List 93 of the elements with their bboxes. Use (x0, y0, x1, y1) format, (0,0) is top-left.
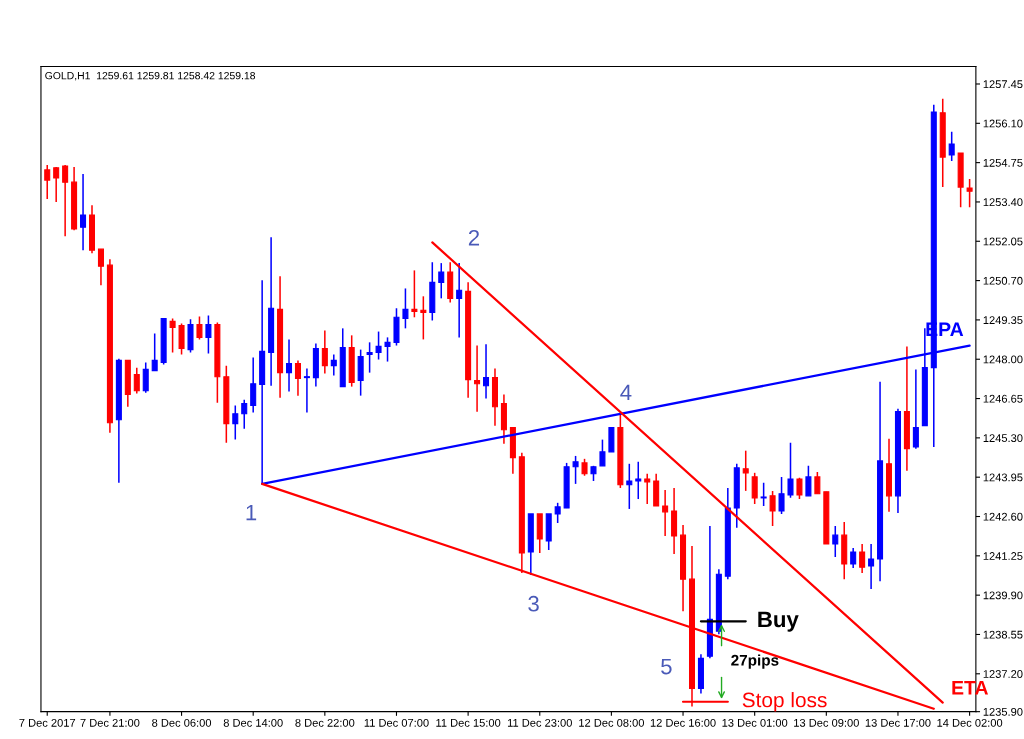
candlestick (805, 465, 812, 497)
x-tick-label: 8 Dec 14:00 (223, 718, 283, 727)
candlestick (626, 463, 633, 510)
y-tick-label: 1241.25 (983, 552, 1023, 560)
candlestick (133, 366, 140, 395)
candlestick (62, 164, 69, 238)
y-tick-label: 1242.60 (983, 512, 1023, 521)
y-tick-label: 1254.75 (983, 158, 1023, 167)
x-tick-label: 8 Dec 22:00 (295, 718, 355, 727)
x-tick-label: 12 Dec 08:00 (579, 718, 645, 727)
y-tick-label: 1243.95 (983, 473, 1023, 482)
candlestick (662, 489, 669, 537)
candlestick (644, 472, 651, 505)
annotation: 4 (620, 384, 632, 400)
x-tick-label: 13 Dec 17:00 (865, 718, 931, 727)
candlestick (760, 481, 767, 507)
candlestick (250, 356, 257, 414)
candlestick (411, 269, 418, 319)
x-tick-label: 7 Dec 2017 (19, 718, 76, 727)
y-tick-label: 1246.65 (983, 394, 1023, 403)
candlestick (357, 348, 364, 397)
candlestick (778, 476, 785, 515)
candlestick (635, 460, 642, 500)
candlestick (303, 367, 310, 414)
candlestick (474, 344, 481, 413)
candlestick (151, 332, 158, 372)
candlestick (850, 547, 857, 569)
candlestick (205, 314, 212, 355)
x-tick-label: 13 Dec 01:00 (722, 718, 788, 727)
candlestick (178, 322, 185, 356)
candlestick (948, 130, 955, 162)
candlestick (912, 368, 919, 450)
candlestick (142, 361, 149, 394)
y-tick-label: 1249.35 (983, 316, 1023, 325)
candlestick (285, 338, 293, 393)
candlestick (321, 329, 328, 375)
candlestick (787, 442, 794, 499)
x-tick-label: 12 Dec 16:00 (650, 718, 716, 727)
candlestick (832, 525, 839, 558)
candlestick (966, 178, 973, 208)
x-tick-label: 11 Dec 07:00 (364, 718, 429, 727)
y-tick-label: 1250.70 (983, 276, 1023, 285)
y-tick-label: 1235.90 (983, 707, 1023, 716)
y-tick-label: 1257.45 (983, 80, 1023, 89)
candlestick (330, 353, 337, 377)
candlestick (751, 472, 758, 505)
candlestick (44, 164, 51, 200)
series-label: Stop loss (742, 692, 827, 712)
candlestick (868, 543, 875, 590)
y-tick-label: 1248.00 (983, 355, 1023, 364)
candlestick (402, 287, 409, 330)
y-tick-label: 1252.05 (983, 237, 1023, 246)
candlestick (814, 471, 821, 495)
y-tick-label: 1256.10 (983, 119, 1023, 128)
candlestick (859, 543, 866, 574)
annotation: GOLD,H1 1259.61 1259.81 1258.42 1259.18 (45, 71, 256, 81)
x-tick-label: 14 Dec 02:00 (937, 718, 1003, 727)
candlestick (97, 248, 104, 287)
candlestick (53, 166, 60, 203)
y-tick-label: 1245.30 (983, 434, 1023, 443)
y-tick-label: 1253.40 (983, 198, 1023, 207)
candlestick (375, 330, 382, 361)
annotation: 27pips (731, 654, 779, 669)
annotation: 3 (528, 595, 539, 612)
y-tick-label: 1239.90 (983, 591, 1023, 600)
candlestick (420, 295, 427, 341)
annotation: 5 (661, 658, 672, 675)
x-tick-label: 11 Dec 23:00 (507, 718, 572, 727)
y-tick-label: 1237.20 (983, 670, 1023, 678)
annotation: 2 (468, 229, 480, 246)
candlestick (742, 449, 749, 492)
candlestick (232, 404, 239, 441)
annotation: 1 (246, 504, 257, 521)
series-label: Buy (758, 611, 799, 632)
candlestick (554, 502, 561, 524)
candlestick (241, 398, 248, 430)
candlestick (196, 315, 203, 341)
candlestick (483, 343, 490, 400)
candlestick (769, 490, 776, 527)
candlestick (384, 336, 391, 363)
x-tick-label: 8 Dec 06:00 (152, 718, 212, 727)
x-tick-label: 7 Dec 21:00 (80, 718, 140, 727)
candlestick (572, 455, 579, 485)
x-tick-label: 13 Dec 09:00 (794, 718, 859, 727)
candlestick (599, 438, 606, 467)
x-tick-label: 11 Dec 15:00 (436, 718, 501, 727)
candlestick (456, 262, 463, 339)
candlestick (366, 341, 373, 374)
candlestick (169, 317, 176, 354)
y-tick-label: 1238.55 (983, 630, 1023, 639)
candlestick (294, 359, 301, 397)
candlestick (80, 173, 87, 252)
candlestick (438, 262, 445, 300)
